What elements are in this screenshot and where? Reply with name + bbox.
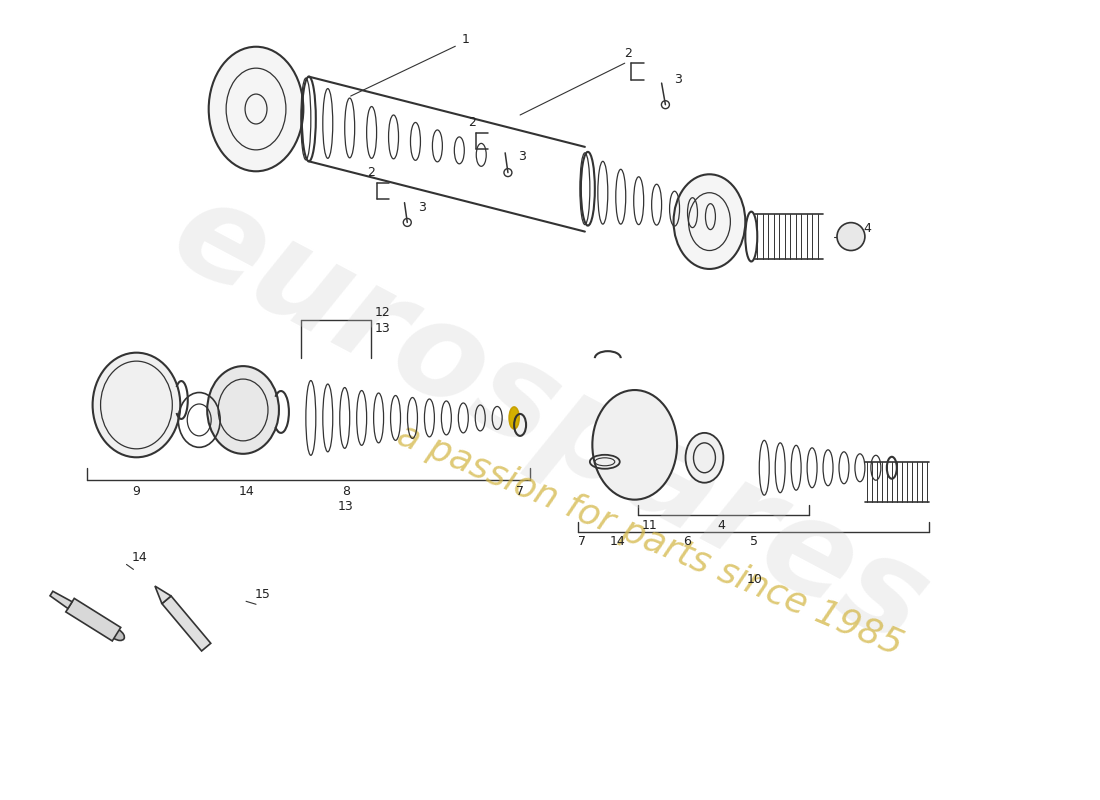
Ellipse shape (837, 222, 865, 250)
Polygon shape (50, 591, 73, 609)
Text: 3: 3 (518, 150, 526, 163)
Text: 14: 14 (239, 485, 254, 498)
Text: 7: 7 (578, 535, 586, 548)
Ellipse shape (207, 366, 279, 454)
Text: 3: 3 (673, 73, 682, 86)
Ellipse shape (209, 46, 304, 171)
Ellipse shape (673, 174, 746, 269)
Text: 5: 5 (750, 535, 758, 548)
Text: 14: 14 (132, 551, 147, 564)
Text: 12: 12 (375, 306, 390, 319)
Text: 6: 6 (683, 535, 692, 548)
Text: 7: 7 (516, 485, 524, 498)
Text: 13: 13 (338, 500, 353, 513)
Text: 2: 2 (624, 46, 631, 60)
Text: 15: 15 (255, 588, 271, 601)
Ellipse shape (509, 407, 519, 429)
Text: 8: 8 (342, 485, 350, 498)
Ellipse shape (685, 433, 724, 482)
Text: 14: 14 (609, 535, 626, 548)
Polygon shape (155, 586, 172, 604)
Ellipse shape (109, 628, 124, 641)
Text: 2: 2 (366, 166, 375, 179)
Text: eurospares: eurospares (152, 168, 948, 672)
Ellipse shape (92, 353, 180, 458)
Text: 3: 3 (418, 201, 427, 214)
Polygon shape (162, 596, 211, 651)
Text: 1: 1 (461, 33, 470, 46)
Text: 4: 4 (717, 519, 725, 532)
Ellipse shape (593, 390, 678, 500)
Text: 9: 9 (132, 485, 141, 498)
Text: 13: 13 (375, 322, 390, 334)
Text: 10: 10 (747, 573, 762, 586)
Text: 11: 11 (641, 519, 658, 532)
Text: 2: 2 (469, 117, 476, 130)
Text: 4: 4 (864, 222, 871, 235)
Polygon shape (66, 598, 121, 641)
Text: a passion for parts since 1985: a passion for parts since 1985 (392, 418, 908, 662)
